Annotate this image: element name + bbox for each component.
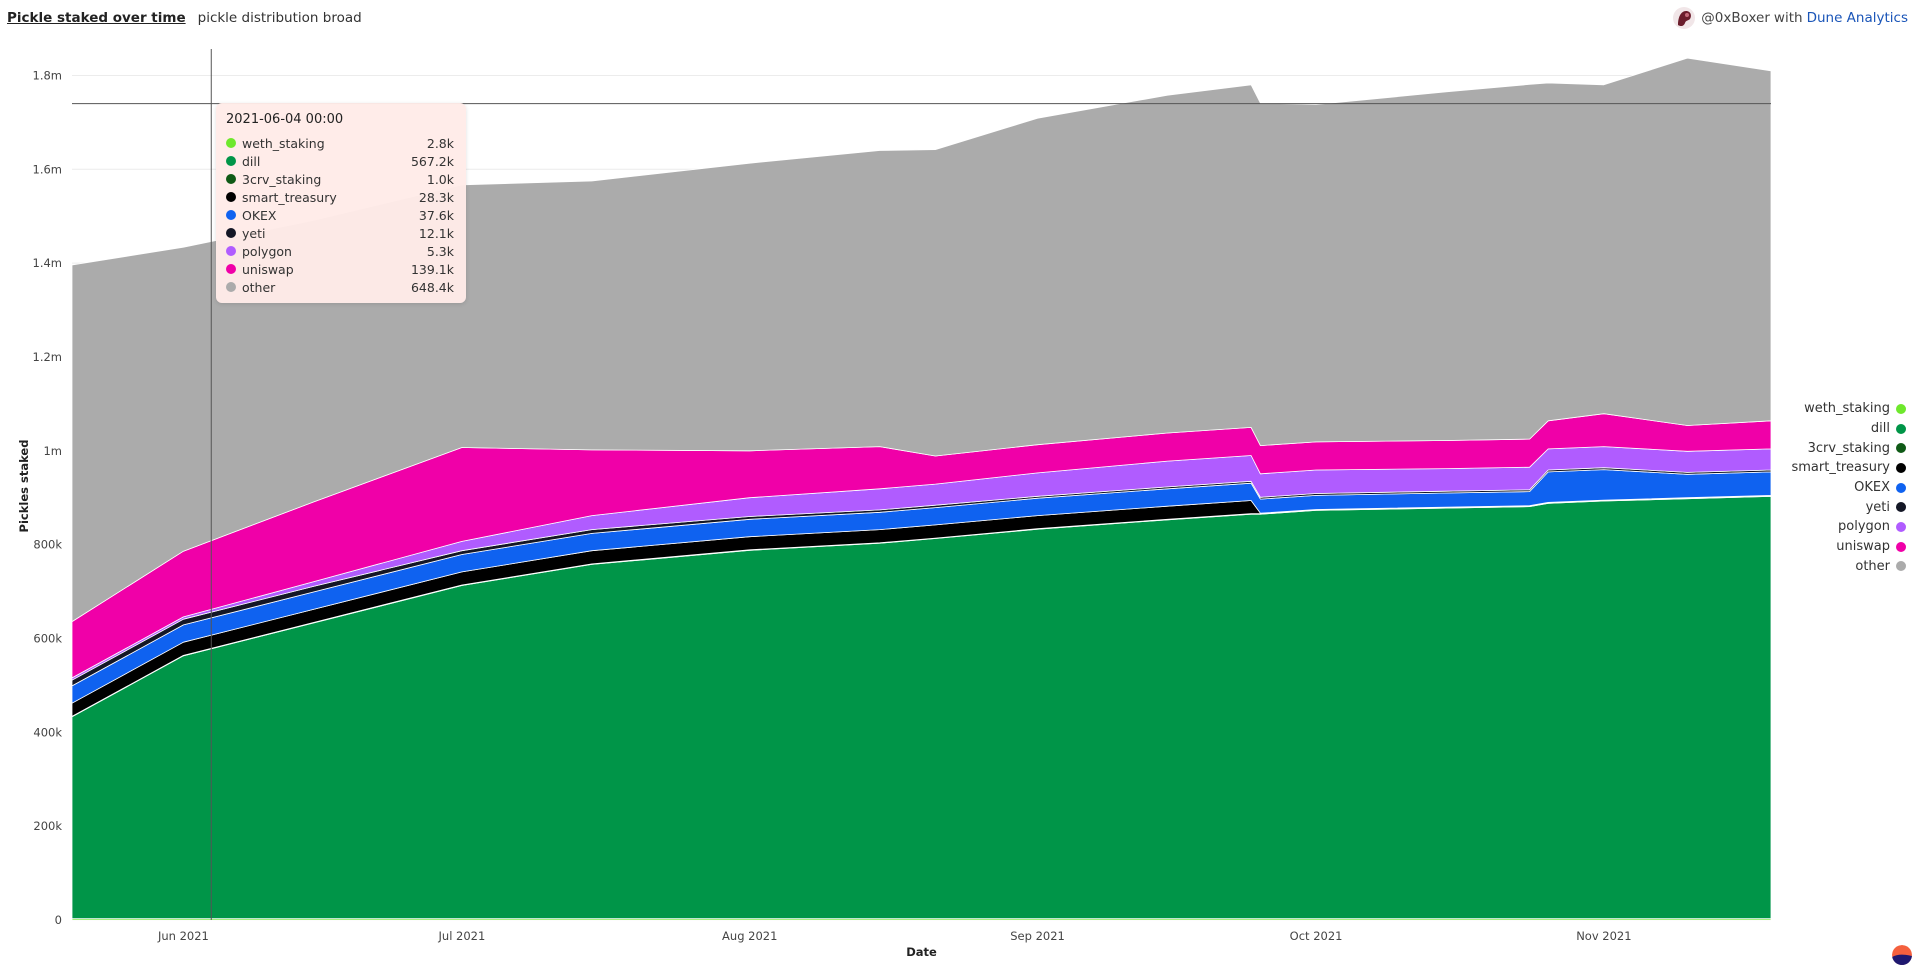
x-tick-label: Jun 2021 [157, 929, 209, 943]
y-tick-label: 600k [33, 631, 62, 645]
tooltip-series-value: 28.3k [418, 189, 454, 205]
chart-title-link[interactable]: Pickle staked over time [7, 10, 186, 26]
area-other [71, 57, 1772, 622]
tooltip-series-value: 567.2k [410, 153, 454, 169]
legend-item-polygon[interactable]: polygon [1791, 517, 1906, 537]
dune-analytics-link[interactable]: Dune Analytics [1806, 10, 1908, 26]
legend-item-other[interactable]: other [1791, 557, 1906, 577]
tooltip-series-name: uniswap [242, 261, 294, 277]
x-axis-label: Date [906, 945, 937, 959]
legend-label: polygon [1838, 519, 1890, 535]
legend-label: weth_staking [1804, 401, 1890, 417]
legend-item-dill[interactable]: dill [1791, 419, 1906, 439]
legend-item-uniswap[interactable]: uniswap [1791, 537, 1906, 557]
dune-logo-icon [1892, 945, 1912, 965]
credit-user[interactable]: @0xBoxer [1701, 10, 1770, 26]
tooltip-series-name: polygon [242, 243, 292, 259]
tooltip-row: weth_staking 2.8k [226, 134, 454, 152]
tooltip-series-name: yeti [242, 225, 266, 241]
series-dot-icon [226, 282, 236, 292]
y-tick-label: 1.6m [33, 162, 63, 176]
x-tick-label: Jul 2021 [438, 929, 486, 943]
tooltip-series-value: 1.0k [426, 171, 454, 187]
legend-item-smart_treasury[interactable]: smart_treasury [1791, 458, 1906, 478]
legend-item-weth_staking[interactable]: weth_staking [1791, 399, 1906, 419]
x-tick-label: Sep 2021 [1010, 929, 1065, 943]
chart-header: Pickle staked over time pickle distribut… [7, 7, 362, 29]
hover-tooltip: 2021-06-04 00:00 weth_staking 2.8k dill 567… [216, 103, 466, 303]
legend-item-OKEX[interactable]: OKEX [1791, 478, 1906, 498]
legend-label: other [1855, 558, 1890, 574]
tooltip-series-name: dill [242, 153, 261, 169]
legend-dot-icon [1896, 541, 1906, 552]
y-tick-label: 0 [55, 913, 62, 927]
y-tick-label: 1m [43, 444, 62, 458]
legend-label: dill [1870, 421, 1890, 437]
legend-item-3crv_staking[interactable]: 3crv_staking [1791, 438, 1906, 458]
tooltip-series-value: 5.3k [426, 243, 454, 259]
x-tick-label: Nov 2021 [1576, 929, 1631, 943]
x-tick-label: Oct 2021 [1290, 929, 1343, 943]
tooltip-row: smart_treasury 28.3k [226, 188, 454, 206]
y-tick-label: 200k [33, 819, 62, 833]
legend-dot-icon [1896, 561, 1906, 572]
legend-item-yeti[interactable]: yeti [1791, 497, 1906, 517]
legend-dot-icon [1896, 403, 1906, 414]
legend-label: OKEX [1854, 480, 1890, 496]
tooltip-series-value: 12.1k [418, 225, 454, 241]
tooltip-series-value: 2.8k [426, 135, 454, 151]
credit-line: @0xBoxer with Dune Analytics [1673, 7, 1908, 29]
tooltip-row: yeti 12.1k [226, 224, 454, 242]
credit-with: with [1773, 10, 1803, 26]
chart-subtitle: pickle distribution broad [197, 10, 362, 26]
series-dot-icon [226, 192, 236, 202]
avatar-image-icon [1673, 7, 1696, 29]
legend-label: yeti [1865, 499, 1890, 515]
legend-label: smart_treasury [1791, 460, 1890, 476]
tooltip-row: other 648.4k [226, 278, 454, 296]
series-dot-icon [226, 246, 236, 256]
legend-label: uniswap [1836, 539, 1890, 555]
series-dot-icon [226, 138, 236, 148]
y-tick-label: 400k [33, 725, 62, 739]
y-tick-label: 800k [33, 538, 62, 552]
tooltip-series-name: OKEX [242, 207, 277, 223]
tooltip-series-value: 139.1k [410, 261, 454, 277]
tooltip-row: dill 567.2k [226, 152, 454, 170]
series-dot-icon [226, 228, 236, 238]
tooltip-row: uniswap 139.1k [226, 260, 454, 278]
legend-dot-icon [1896, 443, 1906, 454]
x-tick-label: Aug 2021 [722, 929, 777, 943]
legend-dot-icon [1896, 502, 1906, 513]
y-tick-label: 1.4m [33, 256, 63, 270]
series-dot-icon [226, 174, 236, 184]
tooltip-series-name: smart_treasury [242, 189, 337, 205]
legend-label: 3crv_staking [1807, 440, 1890, 456]
tooltip-series-name: weth_staking [242, 135, 325, 151]
tooltip-series-name: 3crv_staking [242, 171, 322, 187]
tooltip-rows: weth_staking 2.8k dill 567.2k 3crv_staking 1.… [226, 134, 454, 296]
avatar[interactable] [1673, 7, 1696, 29]
legend-dot-icon [1896, 521, 1906, 532]
legend-dot-icon [1896, 462, 1906, 473]
y-tick-label: 1.8m [33, 68, 63, 82]
series-dot-icon [226, 264, 236, 274]
tooltip-series-value: 648.4k [410, 279, 454, 295]
y-axis-label: Pickles staked [17, 440, 31, 533]
tooltip-row: 3crv_staking 1.0k [226, 170, 454, 188]
legend-dot-icon [1896, 423, 1906, 434]
tooltip-series-value: 37.6k [418, 207, 454, 223]
series-dot-icon [226, 210, 236, 220]
tooltip-row: polygon 5.3k [226, 242, 454, 260]
tooltip-series-name: other [242, 279, 276, 295]
legend-dot-icon [1896, 482, 1906, 493]
tooltip-date: 2021-06-04 00:00 [226, 112, 344, 127]
series-dot-icon [226, 156, 236, 166]
y-tick-label: 1.2m [33, 350, 63, 364]
tooltip-row: OKEX 37.6k [226, 206, 454, 224]
